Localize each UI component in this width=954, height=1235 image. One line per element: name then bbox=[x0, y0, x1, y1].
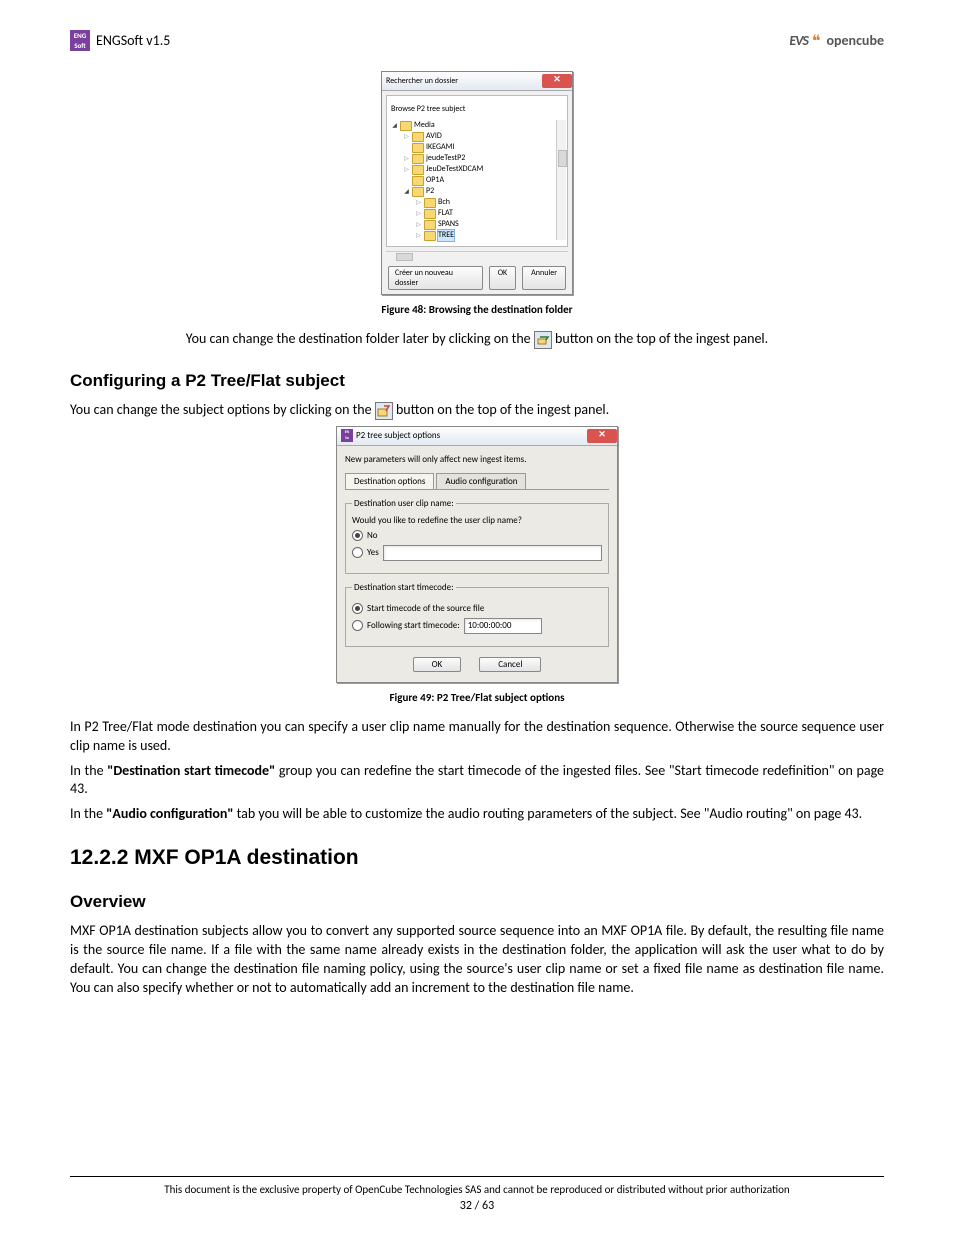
folder-tree[interactable]: ◢Media ▷AVID IKEGAMI ▷jeudeTestP2 ▷JeuDe… bbox=[389, 120, 565, 241]
tree-item[interactable]: SPANS bbox=[438, 219, 459, 230]
subject-options-icon bbox=[375, 402, 393, 420]
tree-item[interactable]: IKEGAMI bbox=[426, 142, 455, 153]
browse-folder-dialog: Rechercher un dossier ✕ Browse P2 tree s… bbox=[381, 71, 573, 295]
radio-yes[interactable] bbox=[352, 547, 363, 558]
close-icon[interactable]: ✕ bbox=[542, 74, 572, 88]
tree-item-selected[interactable]: TREE bbox=[438, 230, 454, 241]
paragraph: In the "Audio configuration" tab you wil… bbox=[70, 805, 884, 824]
radio-no-label: No bbox=[367, 530, 378, 541]
options-note: New parameters will only affect new inge… bbox=[345, 454, 609, 465]
figure-49-caption: Figure 49: P2 Tree/Flat subject options bbox=[70, 691, 884, 704]
page-number: 32 / 63 bbox=[70, 1199, 884, 1213]
cancel-button[interactable]: Annuler bbox=[522, 266, 566, 290]
page-header: ENGSoft ENGSoft v1.5 EVS ❝ opencube bbox=[70, 30, 884, 51]
footer-text: This document is the exclusive property … bbox=[70, 1183, 884, 1196]
folder-icon bbox=[412, 132, 424, 142]
opencube-logo: opencube bbox=[826, 32, 884, 49]
ok-button[interactable]: OK bbox=[489, 266, 516, 290]
horizontal-scrollbar[interactable] bbox=[386, 251, 568, 262]
close-icon[interactable]: ✕ bbox=[587, 429, 617, 443]
paragraph: You can change the destination folder la… bbox=[70, 330, 884, 349]
tree-item[interactable]: Media bbox=[414, 120, 435, 131]
folder-icon bbox=[412, 187, 424, 197]
folder-icon bbox=[412, 165, 424, 175]
vertical-scrollbar[interactable] bbox=[556, 120, 566, 240]
ok-button[interactable]: OK bbox=[413, 657, 462, 672]
tree-item[interactable]: AVID bbox=[426, 131, 442, 142]
start-timecode-fieldset: Destination start timecode: Start timeco… bbox=[345, 582, 609, 647]
product-title: ENGSoft v1.5 bbox=[96, 32, 170, 49]
figure-48-caption: Figure 48: Browsing the destination fold… bbox=[70, 303, 884, 316]
radio-source-tc-label: Start timecode of the source file bbox=[367, 603, 484, 614]
tab-audio-configuration[interactable]: Audio configuration bbox=[436, 473, 526, 489]
tree-item[interactable]: JeuDeTestXDCAM bbox=[426, 164, 483, 175]
folder-icon bbox=[424, 198, 436, 208]
page-footer: This document is the exclusive property … bbox=[70, 1176, 884, 1213]
radio-following-tc-label: Following start timecode: bbox=[367, 620, 460, 631]
heading-overview: Overview bbox=[70, 892, 884, 912]
fieldset-legend: Destination user clip name: bbox=[352, 498, 456, 509]
clip-name-question: Would you like to redefine the user clip… bbox=[352, 515, 602, 526]
engsoft-icon: ENSo bbox=[341, 429, 353, 442]
subject-options-dialog: ENSoP2 tree subject options ✕ New parame… bbox=[336, 426, 618, 683]
dialog-title: Rechercher un dossier bbox=[386, 76, 458, 86]
tree-item[interactable]: OP1A bbox=[426, 175, 444, 186]
folder-icon bbox=[412, 176, 424, 186]
radio-following-tc[interactable] bbox=[352, 620, 363, 631]
radio-source-tc[interactable] bbox=[352, 603, 363, 614]
clip-name-input[interactable] bbox=[383, 545, 602, 561]
tree-item[interactable]: Bch bbox=[438, 197, 450, 208]
timecode-input[interactable]: 10:00:00:00 bbox=[464, 618, 542, 634]
folder-icon bbox=[412, 143, 424, 153]
browse-folder-icon bbox=[534, 331, 552, 349]
dialog-title: P2 tree subject options bbox=[356, 430, 440, 441]
radio-no[interactable] bbox=[352, 530, 363, 541]
paragraph: In the "Destination start timecode" grou… bbox=[70, 762, 884, 800]
user-clip-name-fieldset: Destination user clip name: Would you li… bbox=[345, 498, 609, 574]
cancel-button[interactable]: Cancel bbox=[479, 657, 541, 672]
folder-icon bbox=[412, 154, 424, 164]
tree-item[interactable]: FLAT bbox=[438, 208, 453, 219]
paragraph: You can change the subject options by cl… bbox=[70, 401, 884, 420]
browse-label: Browse P2 tree subject bbox=[391, 104, 565, 114]
folder-icon bbox=[424, 220, 436, 230]
engsoft-icon: ENGSoft bbox=[70, 30, 90, 51]
logo-right: EVS ❝ opencube bbox=[789, 31, 884, 51]
folder-icon bbox=[424, 231, 436, 241]
tree-item[interactable]: P2 bbox=[426, 186, 434, 197]
paragraph: MXF OP1A destination subjects allow you … bbox=[70, 922, 884, 998]
folder-icon bbox=[424, 209, 436, 219]
fieldset-legend: Destination start timecode: bbox=[352, 582, 456, 593]
evs-logo: EVS bbox=[789, 32, 808, 49]
heading-mxf-op1a: 12.2.2 MXF OP1A destination bbox=[70, 846, 884, 870]
radio-yes-label: Yes bbox=[367, 547, 379, 558]
paragraph: In P2 Tree/Flat mode destination you can… bbox=[70, 718, 884, 756]
tree-item[interactable]: jeudeTestP2 bbox=[426, 153, 465, 164]
tab-destination-options[interactable]: Destination options bbox=[345, 473, 434, 489]
heading-configuring: Configuring a P2 Tree/Flat subject bbox=[70, 371, 884, 391]
folder-icon bbox=[400, 121, 412, 131]
new-folder-button[interactable]: Créer un nouveau dossier bbox=[388, 266, 483, 290]
opencube-swirl-icon: ❝ bbox=[812, 31, 821, 51]
